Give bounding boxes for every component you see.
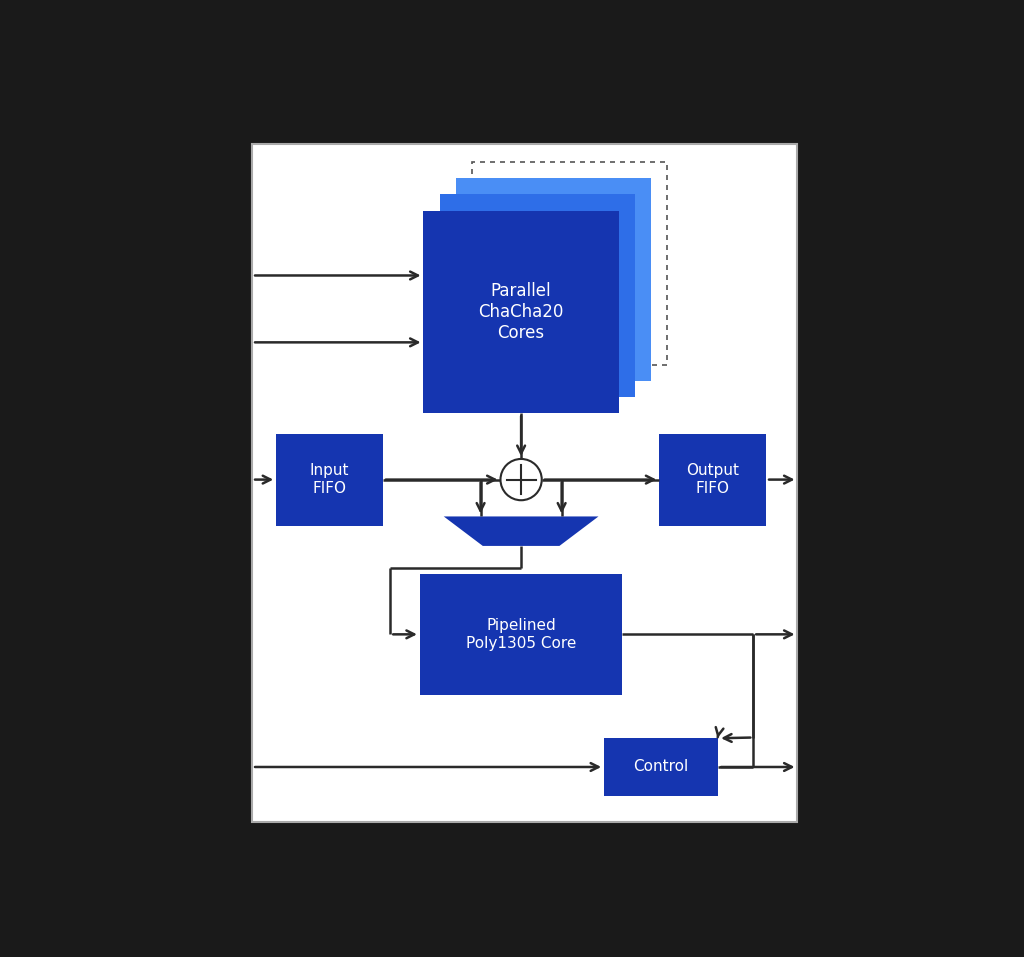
Text: Input
FIFO: Input FIFO [310, 463, 349, 496]
Bar [276, 434, 383, 525]
Text: Control: Control [634, 760, 689, 774]
Bar [424, 211, 618, 413]
Polygon shape [443, 517, 598, 545]
Text: Parallel
ChaCha20
Cores: Parallel ChaCha20 Cores [478, 282, 564, 342]
Bar [420, 573, 623, 695]
Bar [604, 738, 718, 795]
Text: Pipelined
Poly1305 Core: Pipelined Poly1305 Core [466, 618, 577, 651]
Bar [439, 194, 635, 397]
Bar [252, 145, 798, 822]
Circle shape [501, 459, 542, 501]
Text: Output
FIFO: Output FIFO [686, 463, 739, 496]
Bar [456, 178, 651, 381]
Bar [659, 434, 766, 525]
Bar [472, 162, 668, 365]
